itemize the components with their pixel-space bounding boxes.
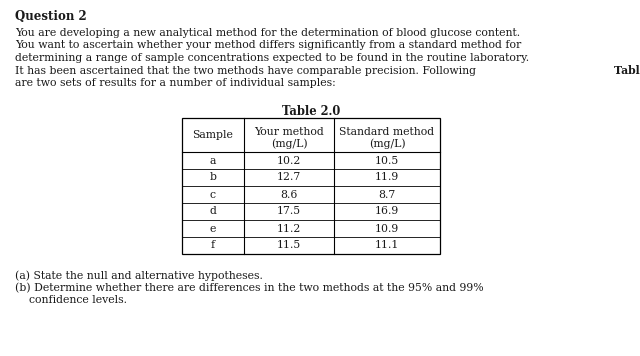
Text: Table 2.0: Table 2.0 xyxy=(282,105,340,118)
Text: 16.9: 16.9 xyxy=(375,206,399,216)
Text: 10.2: 10.2 xyxy=(277,156,301,166)
Text: Table 2.0: Table 2.0 xyxy=(614,66,640,77)
Text: c: c xyxy=(210,189,216,199)
Text: are two sets of results for a number of individual samples:: are two sets of results for a number of … xyxy=(15,78,336,88)
Text: Question 2: Question 2 xyxy=(15,10,87,23)
Text: You are developing a new analytical method for the determination of blood glucos: You are developing a new analytical meth… xyxy=(15,28,520,38)
Text: 11.9: 11.9 xyxy=(375,173,399,183)
Text: d: d xyxy=(209,206,216,216)
Text: f: f xyxy=(211,241,215,251)
Text: a: a xyxy=(210,156,216,166)
Text: It has been ascertained that the two methods have comparable precision. Followin: It has been ascertained that the two met… xyxy=(15,66,479,75)
Text: You want to ascertain whether your method differs significantly from a standard : You want to ascertain whether your metho… xyxy=(15,41,521,51)
Text: 12.7: 12.7 xyxy=(277,173,301,183)
Text: Sample: Sample xyxy=(193,130,234,140)
Text: Standard method: Standard method xyxy=(339,127,435,137)
Text: 11.2: 11.2 xyxy=(277,224,301,234)
Text: 10.9: 10.9 xyxy=(375,224,399,234)
Text: 8.7: 8.7 xyxy=(378,189,396,199)
Bar xyxy=(182,118,440,254)
Text: e: e xyxy=(210,224,216,234)
Text: 11.5: 11.5 xyxy=(277,241,301,251)
Text: 8.6: 8.6 xyxy=(280,189,298,199)
Text: It has been ascertained that the two methods have comparable precision. Followin: It has been ascertained that the two met… xyxy=(15,66,479,75)
Text: 10.5: 10.5 xyxy=(375,156,399,166)
Text: confidence levels.: confidence levels. xyxy=(15,295,127,305)
Text: (mg/L): (mg/L) xyxy=(271,138,307,148)
Text: (b) Determine whether there are differences in the two methods at the 95% and 99: (b) Determine whether there are differen… xyxy=(15,283,484,293)
Text: (mg/L): (mg/L) xyxy=(369,138,405,148)
Text: Your method: Your method xyxy=(254,127,324,137)
Text: 17.5: 17.5 xyxy=(277,206,301,216)
Text: determining a range of sample concentrations expected to be found in the routine: determining a range of sample concentrat… xyxy=(15,53,529,63)
Text: 11.1: 11.1 xyxy=(375,241,399,251)
Text: (a) State the null and alternative hypotheses.: (a) State the null and alternative hypot… xyxy=(15,270,263,281)
Text: b: b xyxy=(209,173,216,183)
